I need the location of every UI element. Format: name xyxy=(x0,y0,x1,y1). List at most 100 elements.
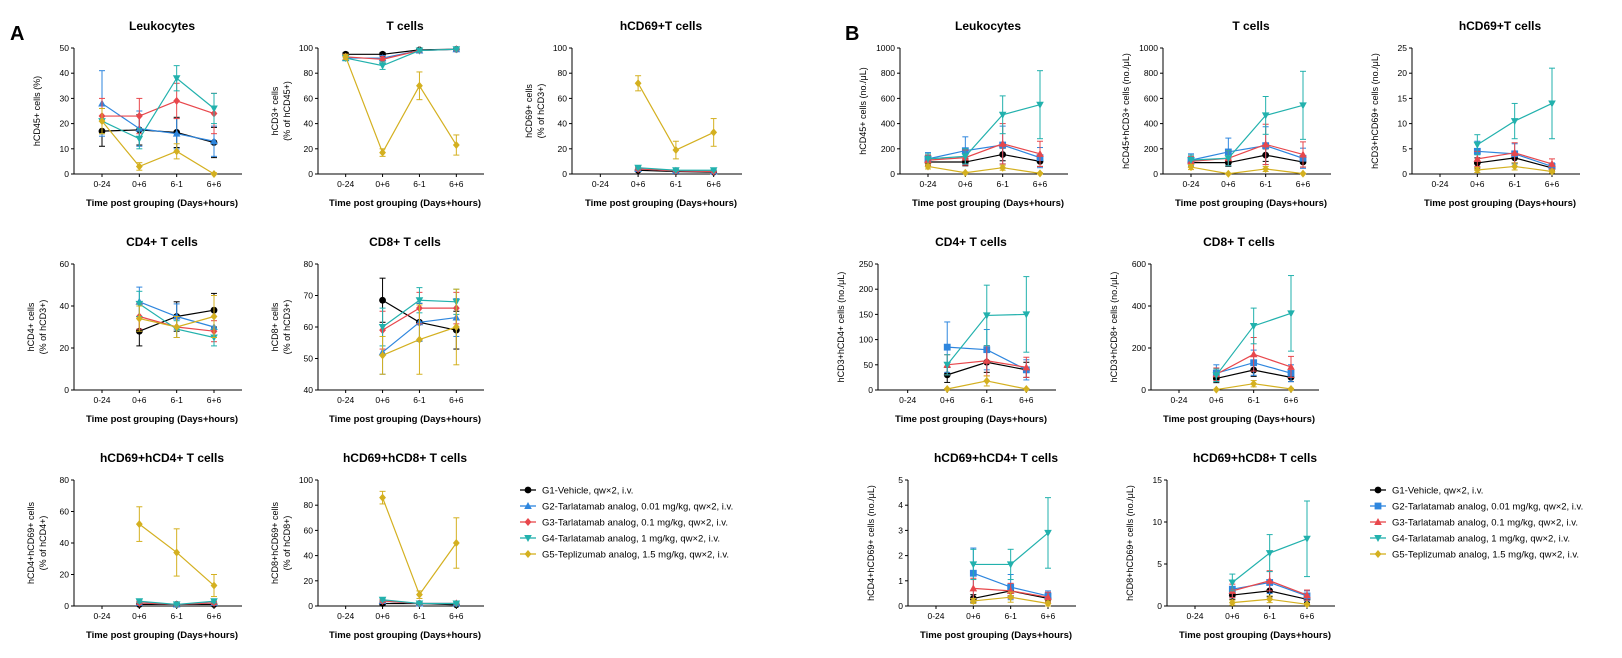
x-axis-title: Time post grouping (Days+hours) xyxy=(86,414,238,425)
y-tick-label: 0 xyxy=(1153,169,1158,179)
x-tick-label: 6-1 xyxy=(171,395,184,405)
data-point xyxy=(1299,150,1307,158)
data-point xyxy=(1007,593,1015,602)
data-point xyxy=(982,356,991,364)
data-point xyxy=(1510,148,1519,156)
y-tick-label: 50 xyxy=(60,43,70,53)
y-axis-title: (% of hCD3+) xyxy=(38,300,48,355)
y-axis-title: (% of hCD45+) xyxy=(282,81,292,141)
y-tick-label: 150 xyxy=(859,309,873,319)
y-tick-label: 0 xyxy=(868,385,873,395)
x-tick-label: 0-24 xyxy=(927,611,944,621)
y-tick-label: 200 xyxy=(1132,343,1146,353)
series-g4 xyxy=(1212,275,1295,383)
series-g1 xyxy=(342,45,460,58)
data-point xyxy=(1228,579,1237,587)
series-g5 xyxy=(342,52,460,157)
chart-a2: T cells 0 20 40 60 80 100 0-24 0+6 6-1 6+6 Time pos… xyxy=(270,19,484,209)
chart-title: CD4+ T cells xyxy=(935,235,1007,249)
data-point xyxy=(1036,149,1044,157)
data-point xyxy=(452,323,460,331)
y-axis-title: hCD69+ cells xyxy=(524,84,534,138)
data-point xyxy=(415,600,424,608)
x-tick-label: 6-1 xyxy=(670,179,683,189)
y-tick-label: 200 xyxy=(859,284,873,294)
data-point xyxy=(210,312,218,321)
series-line xyxy=(927,165,1041,174)
x-axis-title: Time post grouping (Days+hours) xyxy=(1179,630,1331,641)
series-g1 xyxy=(98,114,218,159)
data-point xyxy=(999,163,1007,172)
data-point xyxy=(1224,169,1232,178)
data-point xyxy=(1212,372,1221,380)
data-point xyxy=(998,139,1007,147)
chart-title: Leukocytes xyxy=(955,19,1021,33)
series-line xyxy=(1190,143,1304,162)
series-line xyxy=(927,144,1041,160)
data-point xyxy=(1212,385,1220,394)
legend-label: G4-Tarlatamab analog, 1 mg/kg, qw×2, i.v… xyxy=(1392,534,1570,545)
legend-marker xyxy=(524,502,532,509)
y-axis-title: hCD3+ cells xyxy=(270,86,280,135)
y-tick-label: 20 xyxy=(60,570,70,580)
data-point xyxy=(135,598,144,606)
series-line xyxy=(101,77,215,140)
x-axis-title: Time post grouping (Days+hours) xyxy=(86,630,238,641)
y-tick-label: 800 xyxy=(881,68,895,78)
legend-item-g5: G5-Teplizumab analog, 1.5 mg/kg, qw×2, i… xyxy=(520,550,729,561)
data-point xyxy=(378,596,387,604)
data-point xyxy=(379,148,386,157)
chart-title: hCD69+T cells xyxy=(620,19,703,33)
y-tick-label: 40 xyxy=(558,119,568,129)
y-tick-label: 80 xyxy=(304,68,314,78)
x-tick-label: 6+6 xyxy=(1296,179,1311,189)
chart-title: hCD69+hCD8+ T cells xyxy=(343,451,467,465)
data-point xyxy=(452,600,461,608)
y-axis-title: (% of hCD3+) xyxy=(536,84,546,139)
data-point xyxy=(1022,363,1031,371)
series-g3 xyxy=(1187,123,1307,168)
y-axis-title: hCD3+hCD4+ cells (no./μL) xyxy=(836,272,846,383)
legend-label: G3-Tarlatamab analog, 0.1 mg/kg, qw×2, i… xyxy=(542,518,728,529)
y-tick-label: 5 xyxy=(1402,144,1407,154)
y-tick-label: 20 xyxy=(304,144,314,154)
legend-label: G2-Tarlatamab analog, 0.01 mg/kg, qw×2, … xyxy=(1392,502,1583,513)
chart-title: hCD69+hCD4+ T cells xyxy=(934,451,1058,465)
x-tick-label: 6-1 xyxy=(1264,611,1277,621)
legend-marker xyxy=(524,486,532,494)
chart-title: Leukocytes xyxy=(129,19,195,33)
data-point xyxy=(1262,164,1270,173)
y-tick-label: 60 xyxy=(60,259,70,269)
data-point xyxy=(1299,102,1307,110)
data-point xyxy=(173,147,181,156)
series-line xyxy=(1190,145,1304,161)
x-tick-label: 0+6 xyxy=(1470,179,1485,189)
series-line xyxy=(1190,166,1304,175)
y-axis-title: hCD8+ cells xyxy=(270,302,280,351)
data-point xyxy=(98,117,106,126)
chart-b3: hCD69+T cells 0 5 10 15 20 25 0-24 0+6 6-1 6+6 Time… xyxy=(1370,19,1580,209)
data-point xyxy=(379,296,386,304)
data-point xyxy=(1250,379,1258,388)
y-tick-label: 20 xyxy=(558,144,568,154)
x-axis-title: Time post grouping (Days+hours) xyxy=(920,630,1072,641)
y-tick-label: 100 xyxy=(859,335,873,345)
y-tick-label: 40 xyxy=(304,385,314,395)
data-point xyxy=(943,361,952,369)
x-tick-label: 6+6 xyxy=(1019,395,1034,405)
data-point xyxy=(961,153,970,161)
y-tick-label: 250 xyxy=(859,259,873,269)
y-tick-label: 0 xyxy=(562,169,567,179)
y-tick-label: 60 xyxy=(304,93,314,103)
data-point xyxy=(1022,384,1030,393)
y-tick-label: 80 xyxy=(304,500,314,510)
series-line xyxy=(1191,154,1304,164)
x-tick-label: 6+6 xyxy=(449,395,464,405)
data-point xyxy=(1006,561,1015,569)
x-tick-label: 0-24 xyxy=(919,179,936,189)
series-line xyxy=(381,497,457,596)
data-point xyxy=(172,601,181,609)
data-point xyxy=(172,75,181,83)
data-point xyxy=(1548,167,1556,176)
series-g5 xyxy=(943,375,1030,393)
